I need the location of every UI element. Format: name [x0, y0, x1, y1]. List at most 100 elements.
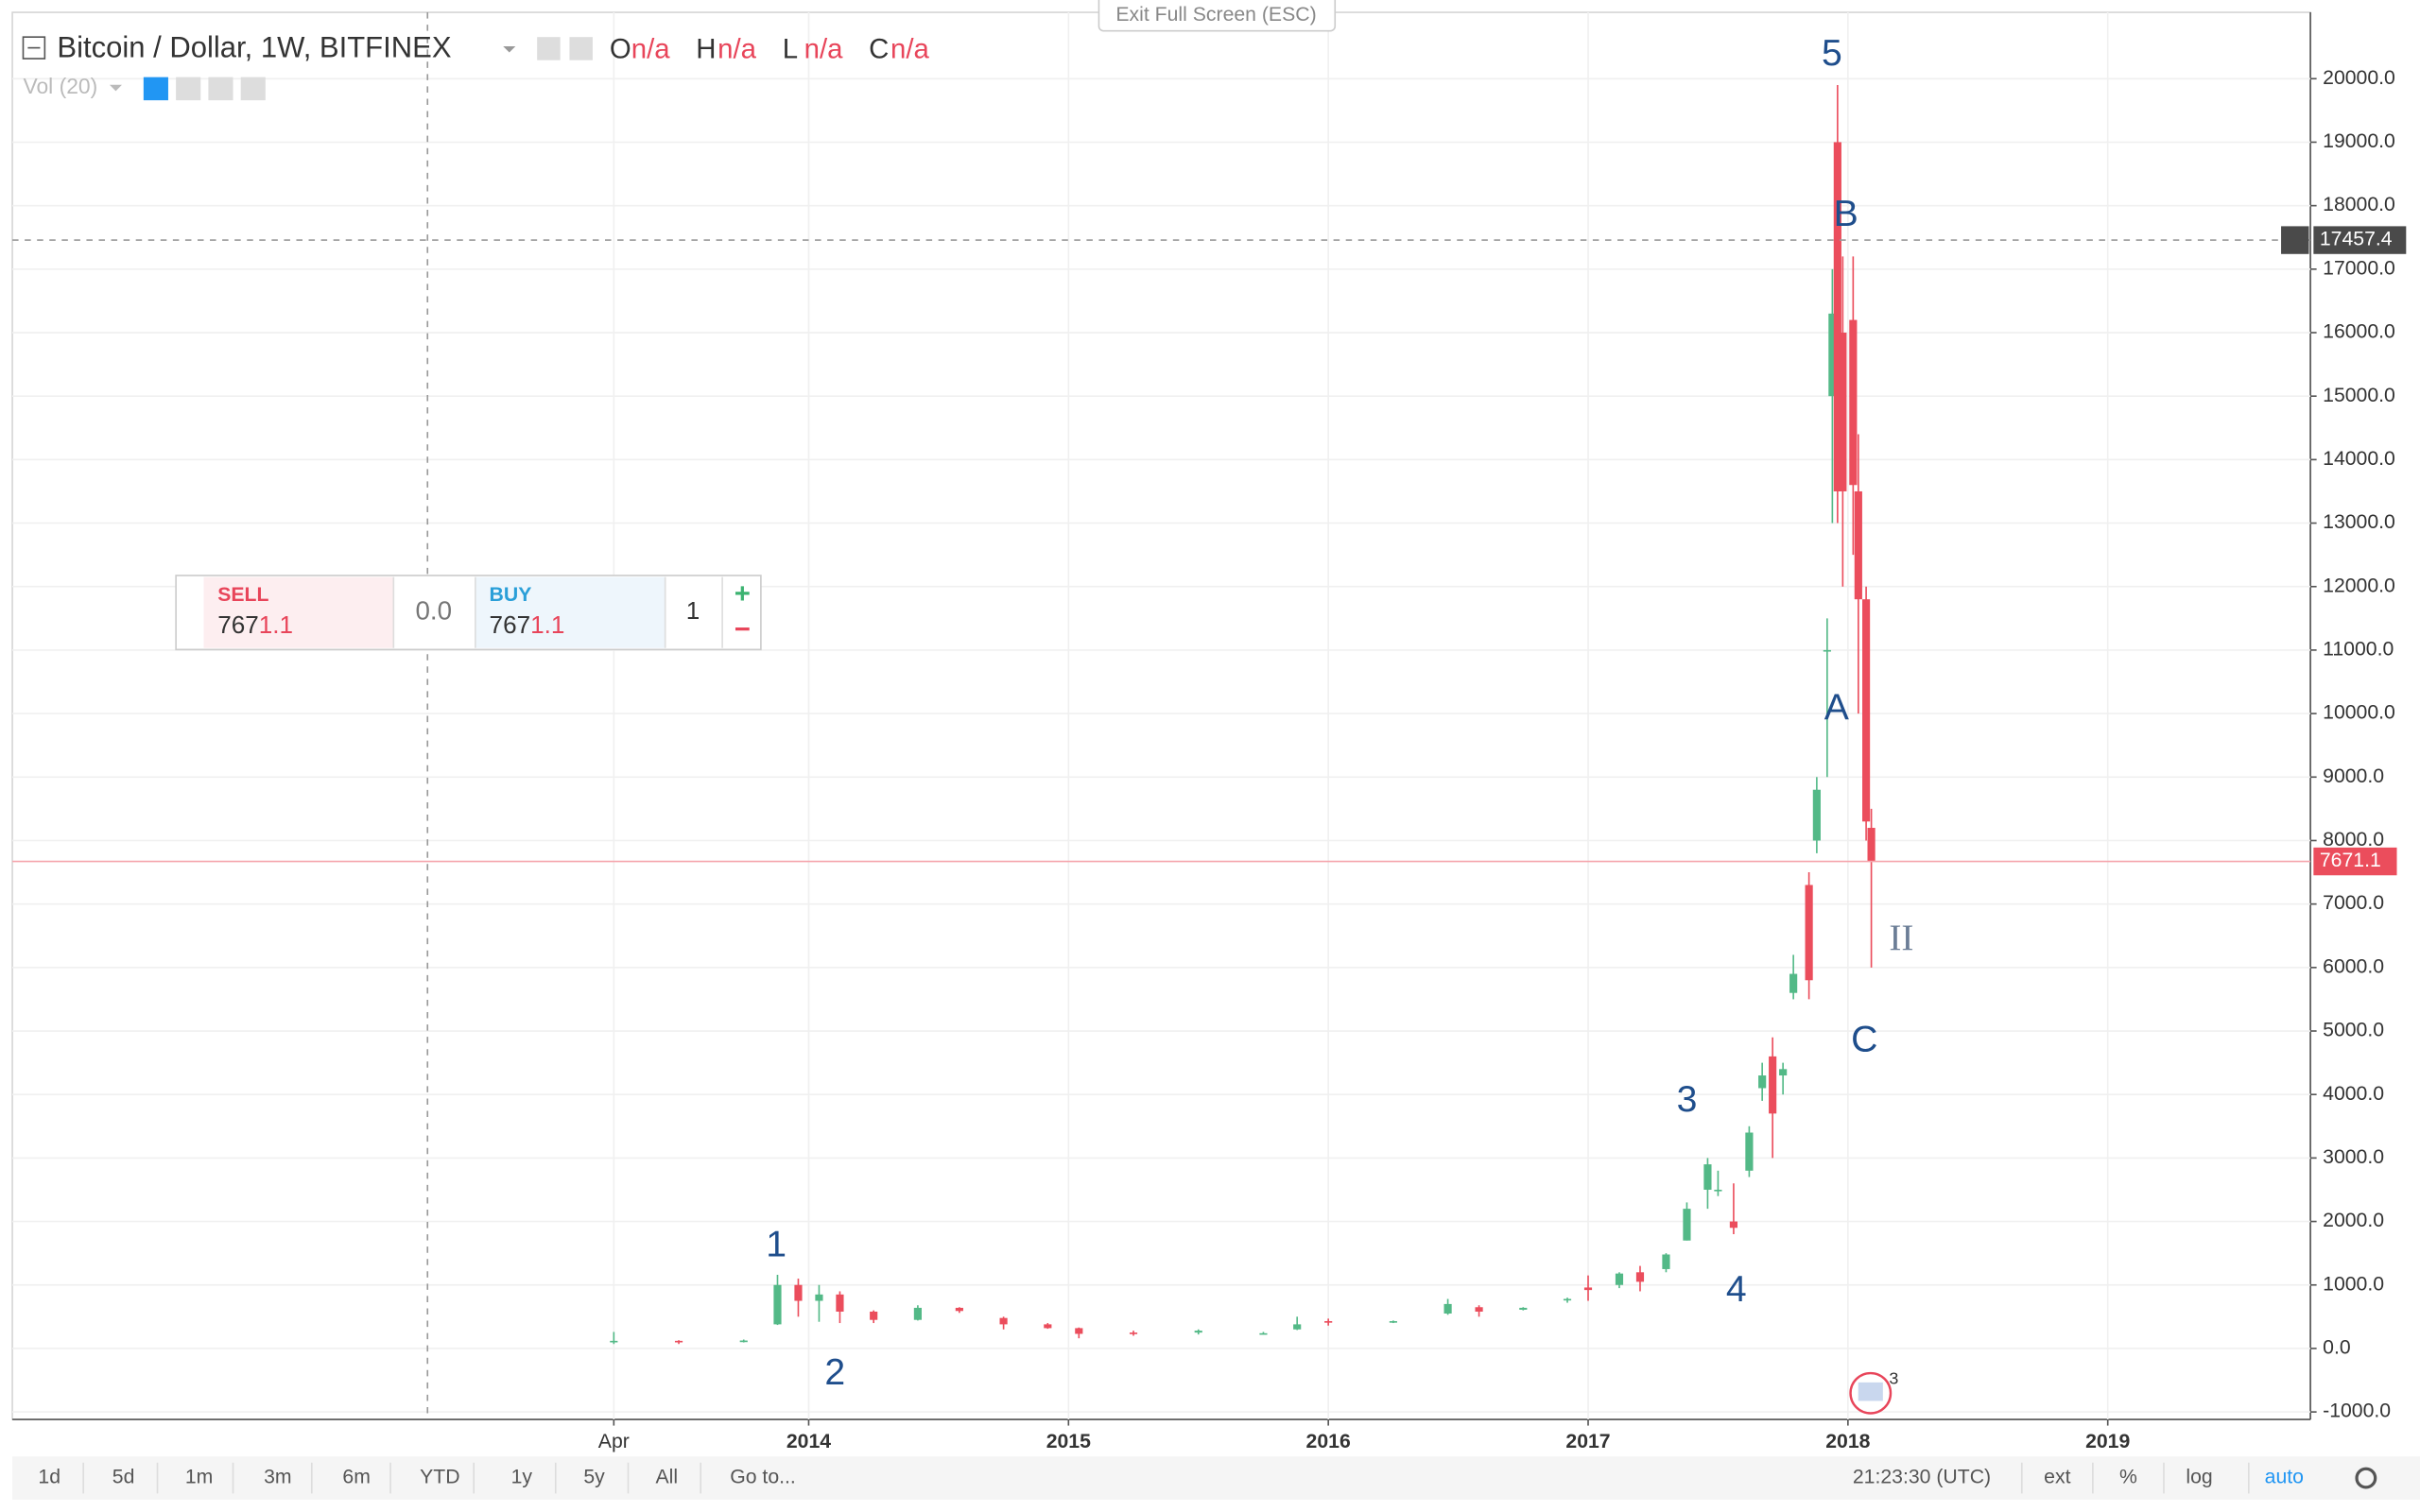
y-tick-label: 6000.0	[2323, 955, 2384, 977]
settings-icon[interactable]	[569, 37, 593, 60]
y-tick-label: 19000.0	[2323, 130, 2395, 152]
sell-button[interactable]	[203, 576, 394, 648]
wave-label: A	[1824, 687, 1850, 728]
range-button[interactable]: 3m	[264, 1467, 291, 1488]
y-tick-label: 11000.0	[2323, 639, 2394, 661]
last-price-label: 7671.1	[2320, 850, 2381, 871]
ohlc-key: C	[869, 34, 889, 65]
wave-label: 5	[1822, 33, 1842, 74]
range-button[interactable]: 5y	[583, 1467, 605, 1488]
range-button[interactable]: 1y	[511, 1467, 533, 1488]
sell-price-main: 767	[217, 610, 259, 639]
wave-label: 1	[766, 1225, 786, 1265]
candles	[610, 84, 1876, 1345]
ohlc-key: O	[610, 34, 631, 65]
ohlc-value: n/a	[631, 34, 670, 65]
y-tick-label: 8000.0	[2323, 829, 2384, 850]
y-tick-label: 10000.0	[2323, 702, 2395, 724]
wave-label: II	[1889, 918, 1913, 958]
y-tick-label: 7000.0	[2323, 892, 2384, 914]
decrease-button[interactable]: −	[735, 614, 751, 645]
eye-icon[interactable]	[537, 37, 561, 60]
candle-body	[610, 1340, 618, 1343]
volume-add-icon[interactable]	[208, 77, 233, 101]
dropdown-arrow[interactable]	[503, 45, 516, 53]
y-tick-label: 0.0	[2323, 1337, 2351, 1359]
collapse-icon[interactable]	[22, 36, 46, 60]
option-button[interactable]: %	[2119, 1467, 2137, 1488]
candle-body	[836, 1294, 844, 1312]
y-tick-label: 14000.0	[2323, 448, 2395, 470]
wave-label: C	[1851, 1019, 1877, 1059]
symbol-title: Bitcoin / Dollar, 1W, BITFINEX	[57, 30, 451, 63]
y-tick-label: 17000.0	[2323, 257, 2395, 279]
range-button[interactable]: 6m	[342, 1467, 370, 1488]
crosshair-price-box	[2313, 226, 2407, 254]
candle-body	[1839, 333, 1847, 491]
exit-fullscreen-label: Exit Full Screen (ESC)	[1115, 4, 1316, 26]
y-tick-label: 12000.0	[2323, 575, 2395, 596]
candle-body	[1615, 1273, 1624, 1285]
range-button[interactable]: YTD	[420, 1467, 459, 1488]
candle-body	[1389, 1321, 1397, 1323]
sell-price-tail: 1.1	[259, 610, 293, 639]
buy-price-main: 767	[490, 610, 531, 639]
flag-icon	[1858, 1382, 1883, 1401]
candle-body	[1758, 1075, 1767, 1089]
volume-remove-icon[interactable]	[240, 77, 266, 101]
range-button[interactable]: All	[656, 1467, 679, 1488]
candle-body	[1519, 1307, 1528, 1310]
candle-body	[739, 1340, 748, 1343]
volume-label: Vol (20)	[23, 74, 97, 98]
y-tick-label: 9000.0	[2323, 765, 2384, 787]
exit-fullscreen-button[interactable]	[1098, 0, 1337, 32]
candle-body	[1833, 142, 1841, 491]
candle-body	[955, 1307, 963, 1312]
candle-body	[1583, 1287, 1593, 1291]
crosshair-plus-box	[2281, 226, 2309, 254]
buy-price-tail: 1.1	[530, 610, 564, 639]
candle-body	[1259, 1332, 1268, 1335]
x-tick-label: 2017	[1565, 1431, 1610, 1452]
candle-body	[1703, 1164, 1712, 1190]
clock: 21:23:30 (UTC)	[1853, 1467, 1991, 1488]
x-tick-label: 2019	[2085, 1431, 2130, 1452]
buy-price: 7671.1	[490, 610, 565, 639]
settings-gear[interactable]	[2355, 1467, 2377, 1489]
candle-body	[1324, 1321, 1333, 1323]
goto-button[interactable]: Go to...	[730, 1467, 796, 1488]
range-button[interactable]: 1d	[38, 1467, 60, 1488]
increase-button[interactable]: +	[735, 578, 751, 610]
ohlc-value: n/a	[890, 34, 929, 65]
volume-settings-icon[interactable]	[176, 77, 201, 101]
sell-price: 7671.1	[217, 610, 293, 639]
volume-dropdown[interactable]	[109, 84, 122, 92]
y-tick-label: 13000.0	[2323, 511, 2395, 533]
option-button[interactable]: log	[2186, 1467, 2212, 1488]
buy-button[interactable]	[475, 576, 666, 648]
volume-eye-icon[interactable]	[143, 77, 168, 101]
candle-body	[1854, 490, 1862, 600]
x-tick-label: 2015	[1046, 1431, 1091, 1452]
candle-body	[1635, 1272, 1645, 1282]
range-button[interactable]: 5d	[112, 1467, 135, 1488]
x-tick-label: 2014	[786, 1431, 831, 1452]
candle-body	[1683, 1209, 1691, 1241]
candle-body	[1779, 1069, 1788, 1076]
y-tick-label: 4000.0	[2323, 1083, 2384, 1105]
x-tick-label: 2016	[1306, 1431, 1351, 1452]
wave-label: 3	[1677, 1079, 1698, 1120]
option-button[interactable]: auto	[2265, 1467, 2304, 1488]
quantity[interactable]: 1	[686, 596, 700, 625]
events-count: 3	[1889, 1368, 1898, 1387]
candle-body	[870, 1311, 878, 1320]
candle-body	[1789, 973, 1798, 993]
ohlc-value: n/a	[717, 34, 756, 65]
range-button[interactable]: 1m	[185, 1467, 213, 1488]
candle-body	[913, 1307, 922, 1320]
option-button[interactable]: ext	[2044, 1467, 2070, 1488]
candle-body	[1475, 1307, 1483, 1312]
candle-body	[1044, 1324, 1052, 1329]
